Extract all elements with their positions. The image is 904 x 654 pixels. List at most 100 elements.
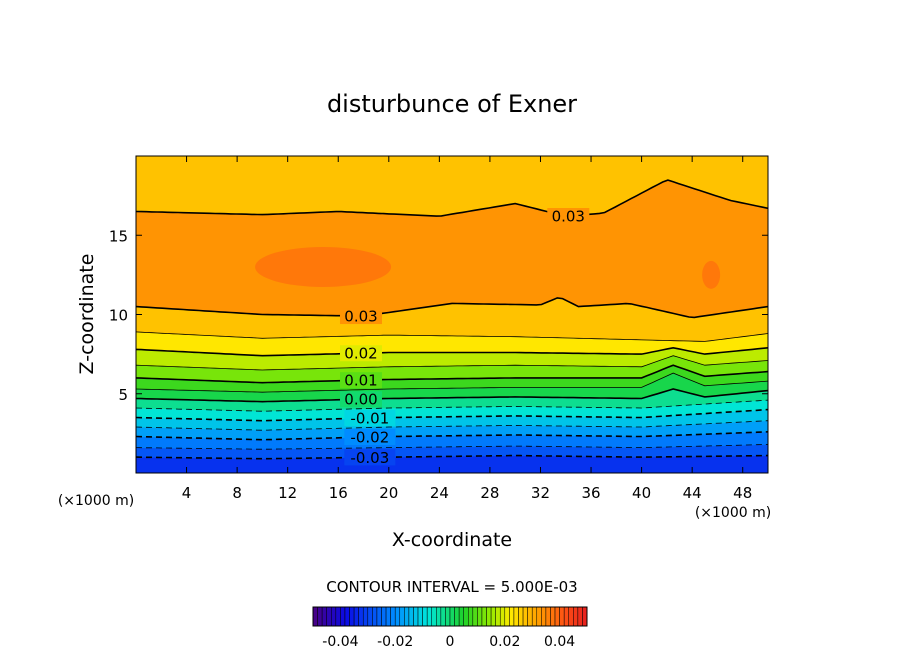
x-tick-label: 16 xyxy=(329,484,348,502)
contour-line xyxy=(136,431,768,441)
contour-core-right xyxy=(702,260,721,289)
colorbar-cell xyxy=(399,606,405,627)
x-tick-label: 8 xyxy=(232,484,242,502)
colorbar-cell xyxy=(408,606,414,627)
contour-label-bg xyxy=(339,308,382,325)
colorbar-cell xyxy=(385,606,391,627)
colorbar-cell xyxy=(522,606,528,627)
contour-line xyxy=(136,179,768,217)
colorbar-cell xyxy=(463,606,469,627)
colorbar-cell xyxy=(531,606,538,627)
colorbar-cell xyxy=(509,606,515,627)
colorbar-cell xyxy=(436,606,442,627)
colorbar-cell xyxy=(417,606,423,627)
colorbar-cell xyxy=(541,606,547,627)
colorbar-cell xyxy=(394,606,401,627)
colorbar-cell xyxy=(413,606,419,627)
x-tick-label: 48 xyxy=(733,484,752,502)
colorbar-cell xyxy=(390,606,396,627)
contour-label-layer: -0.03 -0.02-0.010.000.01 0.02 0.03 0.03 xyxy=(339,208,590,467)
colorbar-cell xyxy=(381,606,387,627)
colorbar-cell xyxy=(349,606,355,627)
colorbar-cell xyxy=(422,606,428,627)
colorbar-cell xyxy=(454,606,460,627)
colorbar-cell xyxy=(582,606,588,627)
contour-line-layer xyxy=(136,179,768,460)
colorbar-tick-label: -0.04 xyxy=(322,634,358,650)
x-tick-label: 12 xyxy=(278,484,297,502)
contour-fill-layer xyxy=(136,156,768,473)
colorbar-cell xyxy=(504,606,510,627)
x-unit-label-right: (×1000 m) xyxy=(695,505,771,521)
colorbar-cell xyxy=(477,606,483,627)
contour-label-bg xyxy=(339,391,382,408)
colorbar-cell xyxy=(317,606,323,627)
colorbar-cell xyxy=(527,606,533,627)
contour-label-bg xyxy=(344,449,396,466)
colorbar-cell xyxy=(513,606,519,627)
colorbar-cell xyxy=(554,606,560,627)
contour-line xyxy=(136,355,768,371)
colorbar xyxy=(312,606,588,627)
colorbar-cell xyxy=(440,606,446,627)
x-tick-label: 32 xyxy=(531,484,550,502)
contour-label: -0.01 xyxy=(350,410,389,428)
colorbar-cell xyxy=(577,606,583,627)
colorbar-cell xyxy=(445,606,451,627)
colorbar-cell xyxy=(563,606,569,627)
x-axis: 4 8 12 16 20 24 28 32 36 40 44 48 xyxy=(182,156,752,502)
colorbar-cell xyxy=(372,606,378,627)
colorbar-cell xyxy=(449,606,455,627)
x-axis-label: X-coordinate xyxy=(392,529,512,551)
contour-label: 0.03 xyxy=(344,308,377,326)
colorbar-cell xyxy=(358,606,364,627)
contour-line xyxy=(136,399,768,412)
colorbar-tick-label: 0 xyxy=(446,634,455,650)
contour-label: 0.03 xyxy=(552,208,585,226)
x-tick-label: 44 xyxy=(683,484,702,502)
x-tick-label: 4 xyxy=(182,484,192,502)
contour-label: 0.02 xyxy=(344,345,377,363)
y-axis-label: Z-coordinate xyxy=(76,254,98,375)
colorbar-tick-label: -0.02 xyxy=(377,634,413,650)
x-tick-label: 24 xyxy=(430,484,449,502)
colorbar-cell xyxy=(490,606,496,627)
contour-line xyxy=(136,408,768,422)
colorbar-cell xyxy=(559,606,565,627)
colorbar-cell xyxy=(481,606,487,627)
contour-label-bg xyxy=(344,429,396,446)
colorbar-cell xyxy=(353,606,359,627)
colorbar-cell xyxy=(404,606,410,627)
colorbar-cell xyxy=(340,606,346,627)
colorbar-cell xyxy=(495,606,501,627)
colorbar-cell xyxy=(376,606,382,627)
contour-line xyxy=(136,346,768,357)
colorbar-cell xyxy=(518,606,524,627)
colorbar-cell xyxy=(312,606,318,627)
colorbar-cell xyxy=(573,606,579,627)
colorbar-cell xyxy=(331,606,337,627)
colorbar-tick-label: 0.02 xyxy=(489,634,520,650)
contour-line xyxy=(136,454,768,460)
contour-label-bg xyxy=(339,372,382,389)
colorbar-cell xyxy=(550,606,556,627)
colorbar-cell xyxy=(536,606,542,627)
colorbar-cell xyxy=(335,606,341,627)
x-tick-label: 36 xyxy=(581,484,600,502)
contour-line xyxy=(136,444,768,450)
contour-line xyxy=(136,364,768,384)
colorbar-cell xyxy=(568,606,574,627)
y-tick-label: 5 xyxy=(118,386,128,404)
colorbar-cell xyxy=(426,606,432,627)
contour-line xyxy=(136,372,768,393)
contour-core-left xyxy=(255,246,392,287)
plot-area: -0.03 -0.02-0.010.000.01 0.02 0.03 0.03 xyxy=(136,156,768,473)
chart-title: disturbunce of Exner xyxy=(327,90,577,118)
colorbar-cell xyxy=(472,606,478,627)
x-tick-label: 28 xyxy=(480,484,499,502)
contour-label-bg xyxy=(344,410,396,427)
colorbar-cell xyxy=(458,606,464,627)
colorbar-cell xyxy=(499,606,506,627)
contour-label-bg xyxy=(339,345,382,362)
colorbar-tick-label: 0.04 xyxy=(544,634,575,650)
